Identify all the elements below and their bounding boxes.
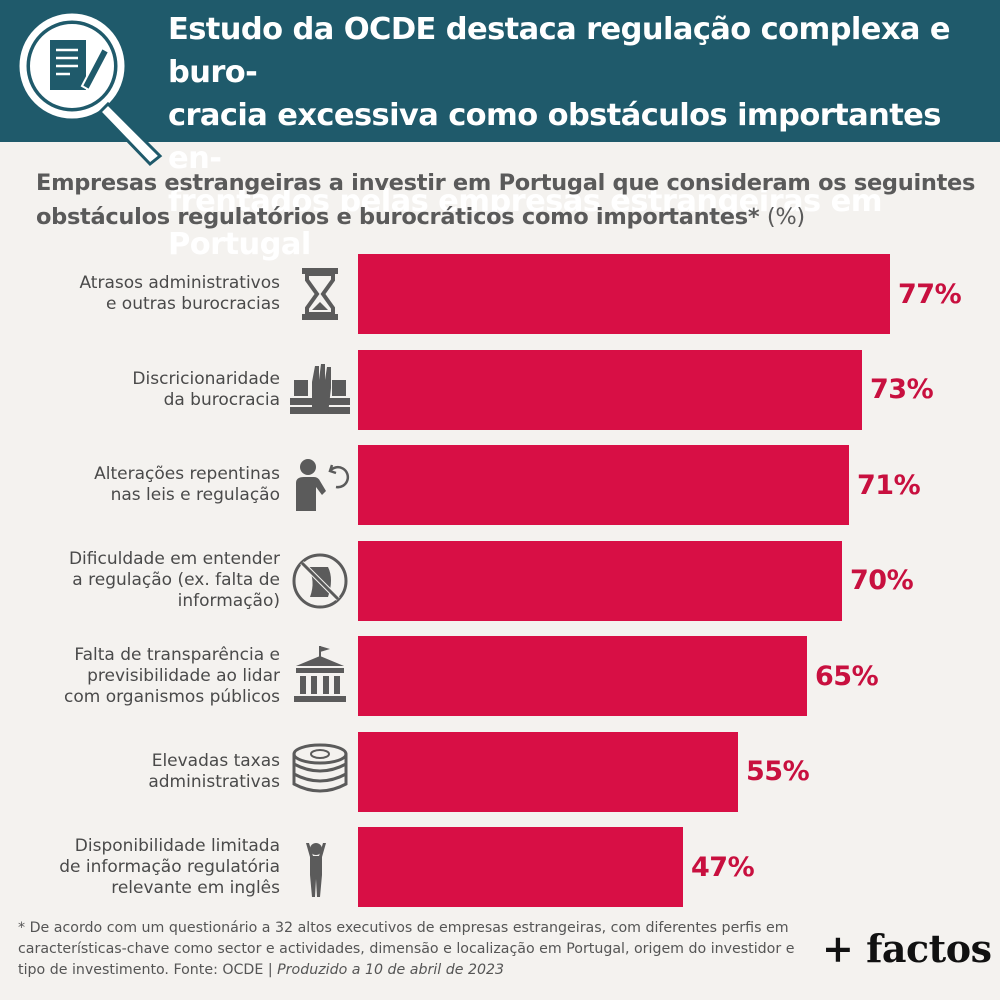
chart-title-line: Empresas estrangeiras a investir em Port… — [36, 170, 976, 196]
bar — [358, 827, 683, 907]
title-line: cracia excessiva como obstáculos importa… — [168, 98, 941, 176]
bar — [358, 540, 842, 621]
category-label: Dificuldade em entender a regulação (ex.… — [68, 549, 280, 611]
chart-row: Falta de transparência e previsibilidade… — [0, 636, 1000, 716]
raised-hand-books-icon — [290, 363, 350, 414]
unit-label: (%) — [766, 204, 805, 230]
header-banner: Estudo da OCDE destaca regulação complex… — [0, 0, 1000, 262]
coins-icon — [292, 743, 348, 792]
category-label: Discricionaridade da burocracia — [132, 368, 280, 410]
category-label: Elevadas taxas administrativas — [148, 750, 280, 792]
chart-row: Discricionaridade da burocracia 73% — [0, 349, 1000, 430]
chart-row: Elevadas taxas administrativas 55% — [0, 731, 1000, 812]
brand-logo: + factos — [822, 926, 992, 971]
data-label: 77% — [898, 278, 962, 310]
government-building-icon — [294, 646, 346, 702]
bar — [358, 636, 807, 716]
page-title: Estudo da OCDE destaca regulação complex… — [168, 8, 988, 266]
data-label: 70% — [850, 565, 914, 596]
chart-row: Alterações repentinas nas leis e regulaç… — [0, 445, 1000, 525]
data-label: 55% — [746, 756, 810, 787]
person-rotate-icon — [296, 459, 350, 511]
hourglass-icon — [302, 268, 338, 320]
chart-title-text: obstáculos regulatórios e burocráticos c… — [36, 204, 760, 230]
footnote-text: * De acordo com um questionário a 32 alt… — [18, 920, 795, 978]
confused-person-icon — [306, 843, 326, 897]
title-line: Estudo da OCDE destaca regulação complex… — [168, 12, 951, 90]
category-label: Falta de transparência e previsibilidade… — [64, 644, 280, 707]
footnote: * De acordo com um questionário a 32 alt… — [18, 918, 808, 981]
no-document-icon — [292, 553, 348, 608]
chart-row: Dificuldade em entender a regulação (ex.… — [0, 540, 1000, 621]
chart-row: Atrasos administrativos e outras burocra… — [0, 254, 1000, 334]
production-date: Produzido a 10 de abril de 2023 — [277, 962, 505, 978]
category-label: Alterações repentinas nas leis e regulaç… — [94, 464, 280, 505]
category-label: Atrasos administrativos e outras burocra… — [79, 273, 280, 314]
data-label: 65% — [815, 660, 879, 692]
bar — [358, 731, 738, 812]
chart-title: Empresas estrangeiras a investir em Port… — [36, 166, 986, 234]
magnifier-document-icon — [19, 13, 163, 167]
bar — [358, 254, 890, 334]
bar — [358, 445, 849, 525]
data-label: 71% — [857, 469, 921, 501]
chart-title-line: obstáculos regulatórios e burocráticos c… — [36, 200, 986, 234]
data-label: 47% — [691, 851, 755, 883]
bar — [358, 349, 862, 430]
chart-row: Disponibilidade limitada de informação r… — [0, 827, 1000, 907]
category-label: Disponibilidade limitada de informação r… — [59, 835, 280, 898]
title-line: frentados pelas empresas estrangeiras em… — [168, 184, 882, 262]
data-label: 73% — [870, 374, 934, 405]
